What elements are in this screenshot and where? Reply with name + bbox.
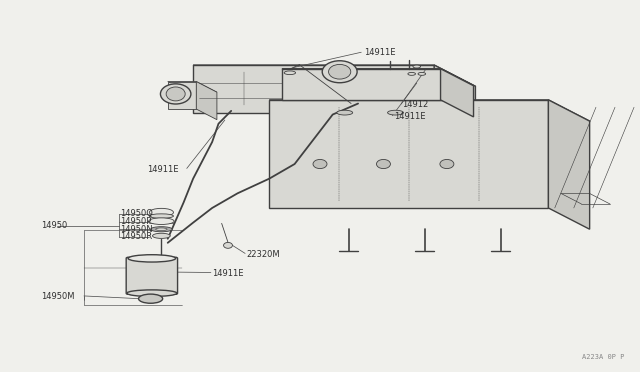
Text: 14911E: 14911E xyxy=(394,112,426,121)
Ellipse shape xyxy=(408,73,415,76)
Ellipse shape xyxy=(149,208,173,217)
Text: 14911E: 14911E xyxy=(147,165,179,174)
Ellipse shape xyxy=(148,218,174,224)
Ellipse shape xyxy=(223,243,232,248)
Text: 14950Q: 14950Q xyxy=(120,209,153,218)
Polygon shape xyxy=(548,100,589,229)
Polygon shape xyxy=(196,81,217,120)
Ellipse shape xyxy=(138,294,163,303)
Ellipse shape xyxy=(440,160,454,169)
Ellipse shape xyxy=(128,255,175,262)
Ellipse shape xyxy=(166,87,185,101)
Text: 14950M: 14950M xyxy=(41,292,74,301)
Ellipse shape xyxy=(337,110,353,115)
Text: 14950P: 14950P xyxy=(120,217,152,227)
Polygon shape xyxy=(440,69,474,117)
Ellipse shape xyxy=(376,160,390,169)
Text: 22320M: 22320M xyxy=(246,250,280,259)
Ellipse shape xyxy=(284,71,296,75)
Polygon shape xyxy=(282,69,474,86)
Polygon shape xyxy=(269,100,548,208)
Polygon shape xyxy=(193,65,434,113)
Ellipse shape xyxy=(150,227,172,232)
FancyBboxPatch shape xyxy=(126,257,177,294)
Ellipse shape xyxy=(127,290,177,296)
Ellipse shape xyxy=(413,65,420,68)
Polygon shape xyxy=(168,81,217,92)
Ellipse shape xyxy=(328,64,351,79)
Polygon shape xyxy=(269,100,589,121)
Text: 14950N: 14950N xyxy=(120,225,153,234)
Text: A223A 0P P: A223A 0P P xyxy=(582,354,625,360)
Ellipse shape xyxy=(313,160,327,169)
Text: 14912: 14912 xyxy=(403,100,429,109)
Ellipse shape xyxy=(388,110,403,115)
Text: 14950: 14950 xyxy=(41,221,67,230)
Ellipse shape xyxy=(149,214,173,218)
Ellipse shape xyxy=(418,73,426,76)
Ellipse shape xyxy=(322,61,357,83)
Ellipse shape xyxy=(152,233,170,238)
Polygon shape xyxy=(168,81,196,109)
Ellipse shape xyxy=(156,228,167,231)
Text: 14950R: 14950R xyxy=(120,232,152,241)
Polygon shape xyxy=(434,65,476,134)
Ellipse shape xyxy=(161,84,191,104)
Text: 14911E: 14911E xyxy=(212,269,244,278)
Text: 14911E: 14911E xyxy=(364,48,396,58)
Polygon shape xyxy=(193,65,476,86)
Polygon shape xyxy=(282,69,440,100)
